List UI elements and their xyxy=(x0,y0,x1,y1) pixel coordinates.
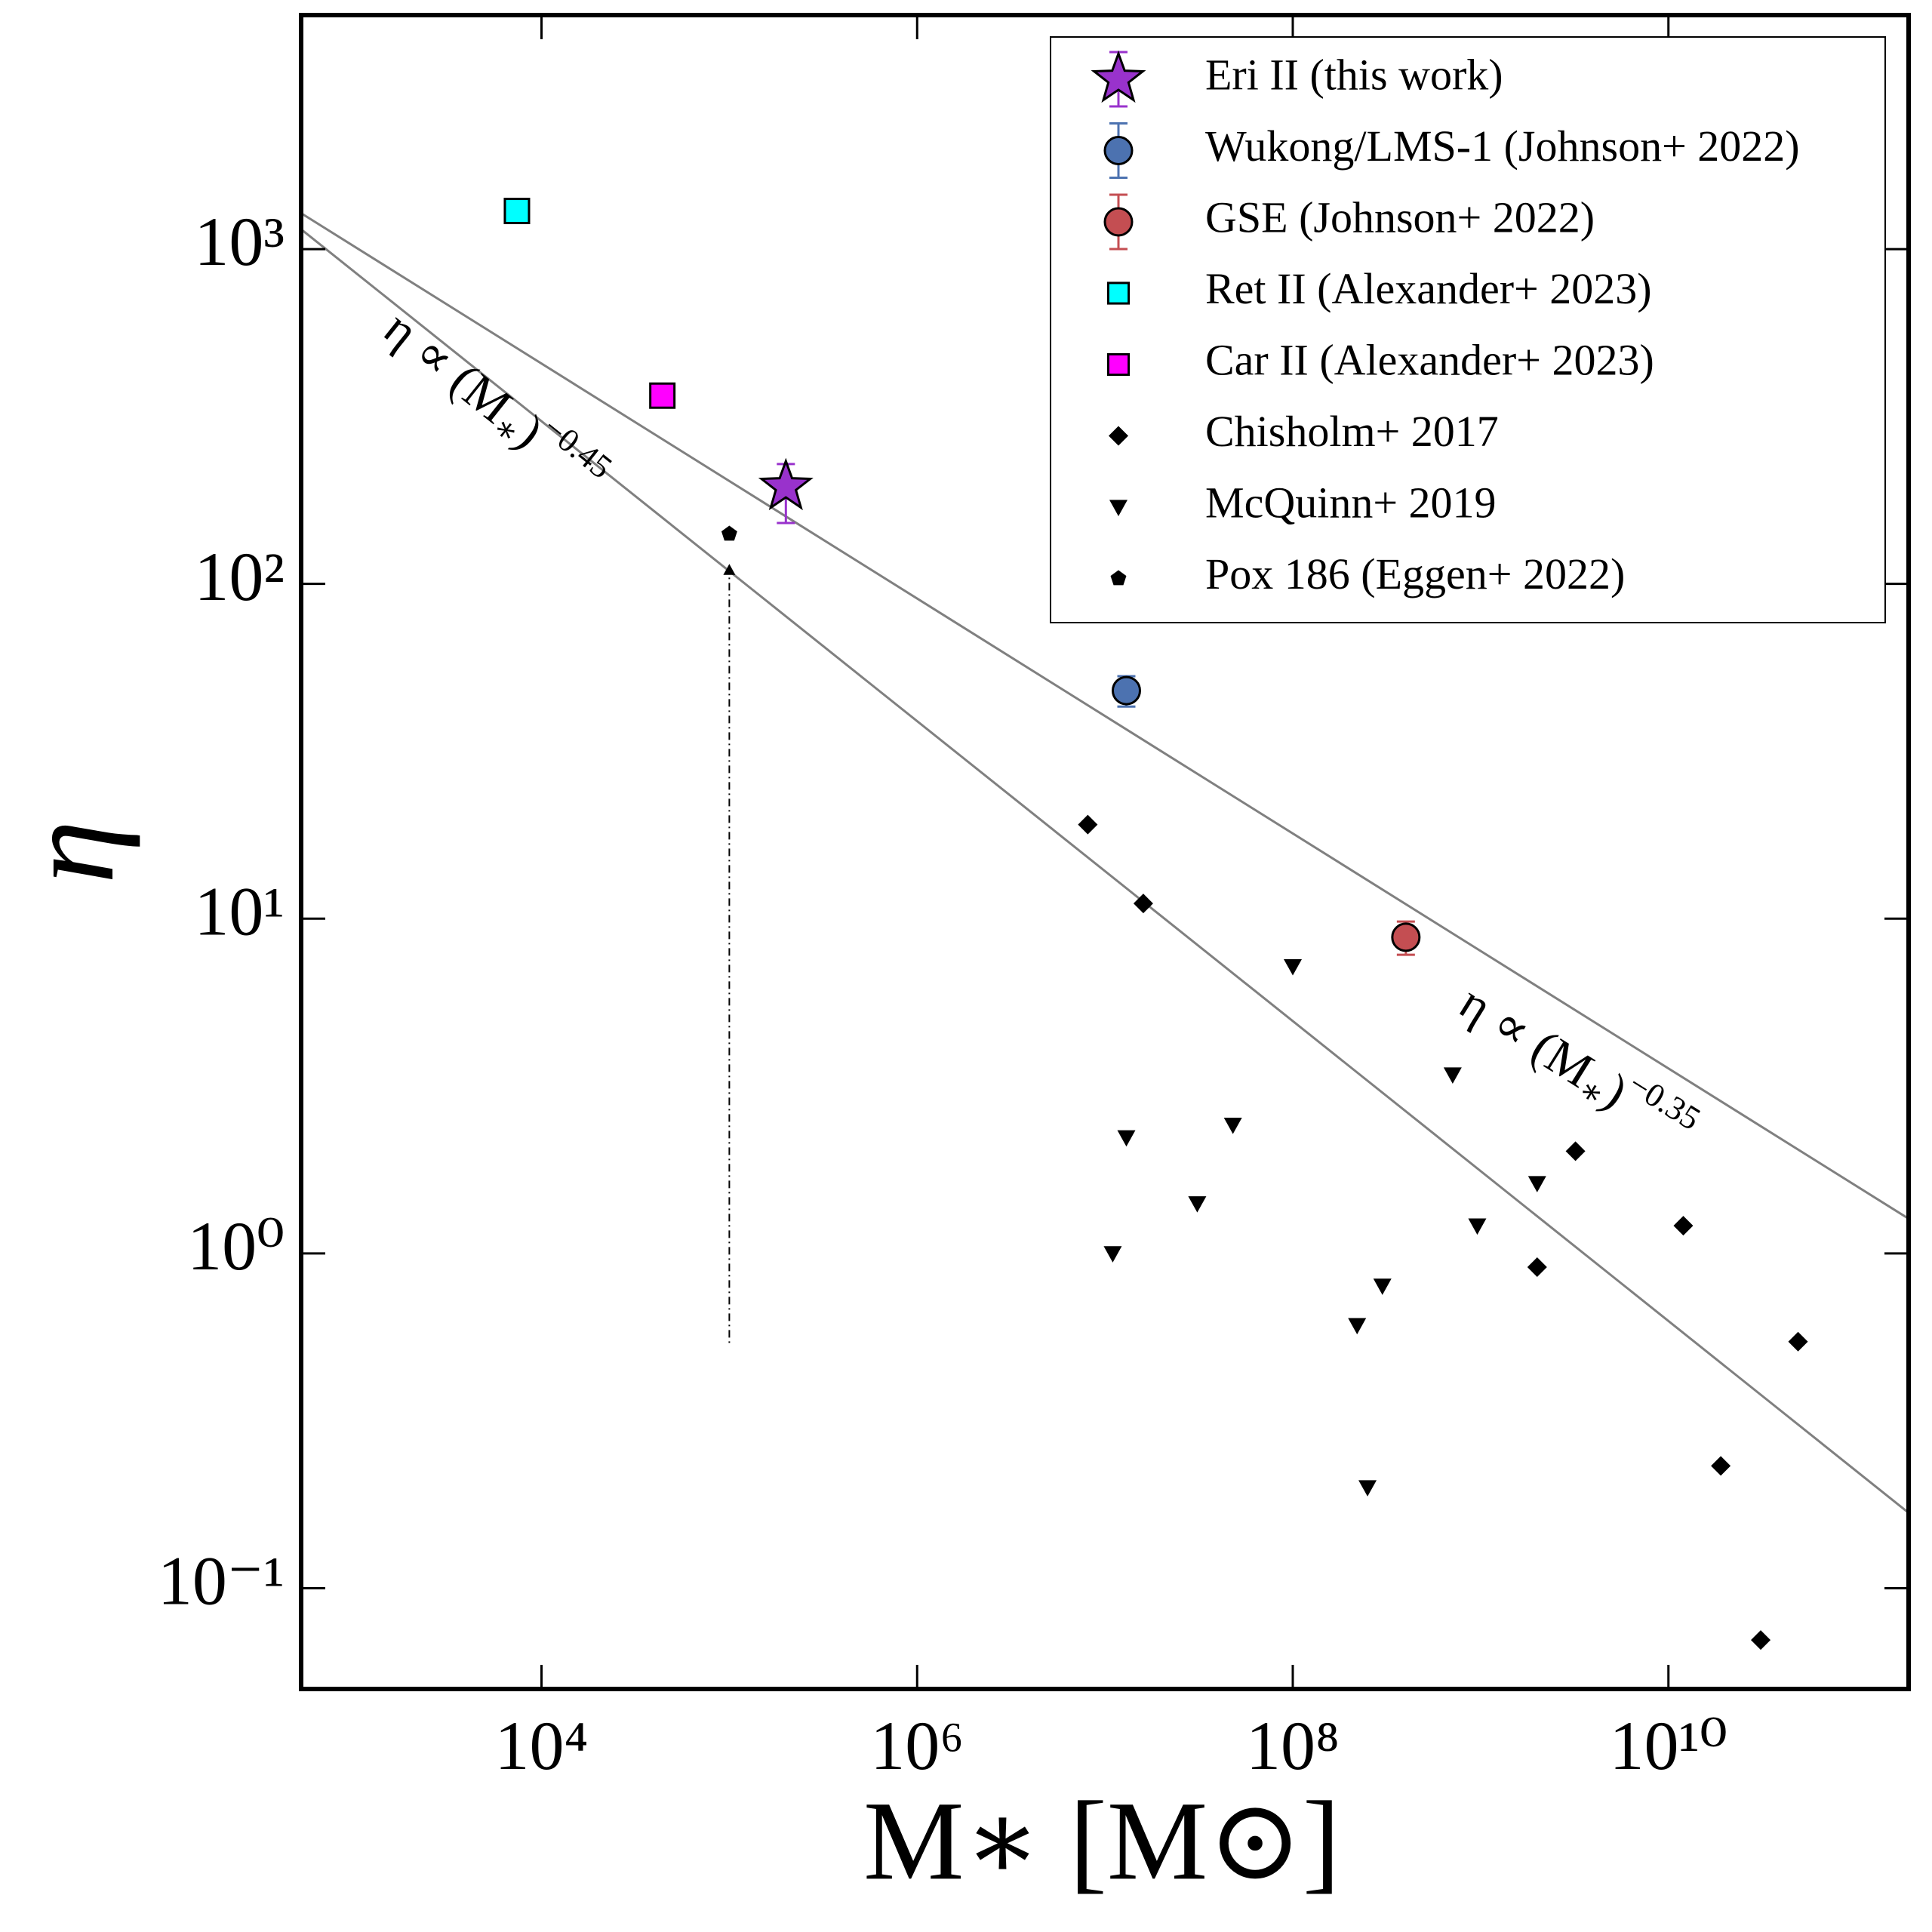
marker-triangle xyxy=(1373,1278,1392,1295)
y-tick-label: 10¹ xyxy=(194,872,285,949)
marker-pentagon xyxy=(721,1346,737,1361)
legend-item: Pox 186 (Eggen+ 2022) xyxy=(1110,549,1625,598)
marker-triangle xyxy=(1188,1196,1207,1213)
marker-square xyxy=(649,382,676,409)
marker-diamond xyxy=(1673,1216,1694,1236)
marker-triangle xyxy=(1358,1480,1377,1497)
legend-item: Car II (Alexander+ 2023) xyxy=(1106,335,1654,384)
y-tick-label: 10² xyxy=(194,538,285,615)
x-tick-label: 10⁴ xyxy=(494,1707,588,1784)
marker-diamond xyxy=(1565,1141,1586,1161)
marker-triangle xyxy=(1284,958,1303,976)
marker-square xyxy=(503,198,531,225)
x-tick-label: 10⁸ xyxy=(1246,1707,1340,1784)
x-axis-label: M∗ [M⊙] xyxy=(863,1778,1340,1903)
x-tick-label: 10¹⁰ xyxy=(1610,1707,1727,1784)
legend-item: Ret II (Alexander+ 2023) xyxy=(1106,264,1652,313)
fit-line xyxy=(301,228,1909,1514)
legend-item: Eri II (this work) xyxy=(1091,50,1503,108)
legend-item: GSE (Johnson+ 2022) xyxy=(1103,192,1595,251)
legend-box xyxy=(1050,36,1886,623)
marker-circle xyxy=(1111,675,1141,706)
marker-diamond xyxy=(1133,894,1153,914)
legend-label: Pox 186 (Eggen+ 2022) xyxy=(1205,549,1625,598)
marker-diamond xyxy=(1788,1331,1808,1352)
marker-circle xyxy=(1103,136,1134,165)
plot-frame xyxy=(299,13,1911,1691)
marker-circle xyxy=(1103,207,1134,237)
marker-square xyxy=(1106,352,1131,377)
marker-star xyxy=(1091,50,1146,103)
marker-triangle xyxy=(1527,1176,1546,1192)
legend-label: Eri II (this work) xyxy=(1205,50,1503,99)
marker-diamond xyxy=(1527,1257,1547,1278)
marker-pentagon xyxy=(1110,570,1127,586)
marker-diamond xyxy=(1078,814,1098,835)
legend-item: Chisholm+ 2017 xyxy=(1109,407,1499,456)
marker-triangle xyxy=(1223,1118,1242,1134)
legend-item: McQuinn+ 2019 xyxy=(1109,478,1497,527)
marker-triangle xyxy=(1443,1067,1462,1084)
y-tick-label: 10³ xyxy=(194,203,285,280)
y-tick-label: 10⁻¹ xyxy=(158,1543,285,1620)
y-tick-label: 10⁰ xyxy=(187,1208,285,1284)
marker-triangle-up xyxy=(723,564,736,575)
legend-item: Wukong/LMS-1 (Johnson+ 2022) xyxy=(1103,122,1800,179)
marker-triangle xyxy=(1468,1218,1487,1235)
legend-label: Wukong/LMS-1 (Johnson+ 2022) xyxy=(1205,122,1800,171)
legend-label: McQuinn+ 2019 xyxy=(1205,478,1497,527)
marker-diamond xyxy=(1711,1456,1731,1476)
legend-label: Car II (Alexander+ 2023) xyxy=(1205,335,1654,384)
fit-line xyxy=(301,212,1909,1220)
marker-star xyxy=(758,457,814,511)
x-tick-label: 10⁶ xyxy=(870,1707,964,1784)
y-axis-label: η xyxy=(0,820,140,884)
marker-diamond xyxy=(1109,426,1128,446)
marker-triangle xyxy=(1348,1318,1367,1335)
marker-triangle xyxy=(1109,500,1128,516)
marker-triangle xyxy=(1117,1130,1136,1147)
legend-label: Ret II (Alexander+ 2023) xyxy=(1205,264,1652,313)
marker-pentagon xyxy=(721,525,737,541)
marker-triangle xyxy=(1103,1246,1122,1263)
marker-diamond xyxy=(1751,1630,1771,1651)
marker-square xyxy=(1106,281,1131,305)
legend-label: GSE (Johnson+ 2022) xyxy=(1205,192,1595,242)
marker-circle xyxy=(1391,922,1421,952)
legend-label: Chisholm+ 2017 xyxy=(1205,407,1499,456)
